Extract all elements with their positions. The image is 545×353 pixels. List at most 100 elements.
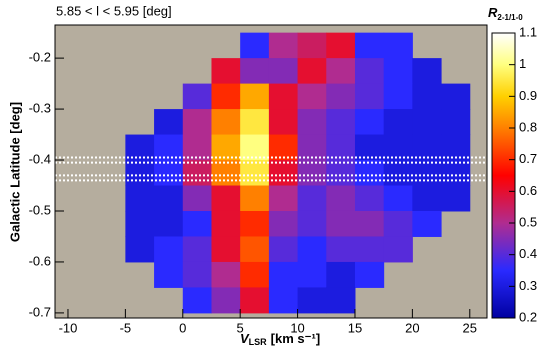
heat-cell — [125, 236, 155, 263]
heat-cell — [268, 261, 299, 288]
heat-cell — [297, 109, 327, 136]
heat-cell — [240, 185, 270, 212]
heat-cell — [240, 32, 270, 59]
plot-frame — [54, 24, 488, 319]
x-tick-label: 15 — [348, 320, 362, 335]
colorbar-tick-label: 0.8 — [519, 119, 537, 134]
heat-cell — [268, 287, 299, 314]
colorbar-label: R2-1/1-0 — [488, 5, 523, 22]
heat-cell — [326, 83, 356, 110]
heat-cell — [240, 109, 270, 136]
heat-cell — [297, 236, 327, 263]
heat-cell — [268, 160, 299, 187]
heat-cell — [383, 58, 413, 85]
y-tick-label: -0.2 — [29, 50, 51, 65]
heat-cell — [240, 160, 270, 187]
heat-cell — [412, 58, 442, 85]
heat-cell — [354, 109, 385, 136]
colorbar-tick-label: 1 — [519, 56, 526, 71]
heat-cell — [211, 160, 241, 187]
x-axis-label-unit: [km s⁻¹] — [271, 331, 320, 346]
heat-cell — [211, 210, 241, 237]
heat-cell — [326, 236, 356, 263]
heat-cell — [125, 185, 155, 212]
heat-cell — [182, 185, 212, 212]
heat-cell — [154, 210, 184, 237]
heat-cell — [182, 210, 212, 237]
heat-cell — [354, 83, 385, 110]
heat-cell — [268, 83, 299, 110]
heat-cell — [441, 134, 471, 161]
heat-cell — [297, 134, 327, 161]
heat-cell — [240, 58, 270, 85]
x-tick-label: 25 — [463, 320, 477, 335]
colorbar-tick-label: 0.3 — [519, 278, 537, 293]
heat-cell — [182, 134, 212, 161]
heat-cell — [354, 210, 385, 237]
heat-cell — [182, 261, 212, 288]
x-axis-label: VLSR [km s⁻¹] — [240, 331, 320, 347]
heat-cell — [412, 210, 442, 237]
heat-cell — [240, 287, 270, 314]
chart-title: 5.85 < l < 5.95 [deg] — [56, 3, 172, 18]
heat-cell — [326, 134, 356, 161]
heat-cell — [182, 109, 212, 136]
heat-cell — [240, 134, 270, 161]
heat-cell — [354, 185, 385, 212]
heat-cell — [412, 109, 442, 136]
heat-cell — [211, 236, 241, 263]
heat-cell — [182, 236, 212, 263]
colorbar-tick-label: 0.9 — [519, 88, 537, 103]
heat-cell — [354, 236, 385, 263]
heat-cell — [211, 83, 241, 110]
heat-cell — [268, 109, 299, 136]
x-tick-label: -10 — [59, 320, 78, 335]
heat-cell — [441, 109, 471, 136]
heat-cell — [154, 109, 184, 136]
heat-cell — [441, 185, 471, 212]
heat-cell — [326, 58, 356, 85]
x-axis-label-main: V — [240, 331, 250, 346]
heat-cell — [211, 109, 241, 136]
colorbar-label-sub: 2-1/1-0 — [497, 13, 523, 22]
heat-cell — [326, 160, 356, 187]
heat-cell — [412, 83, 442, 110]
heat-cell — [211, 185, 241, 212]
heat-cell — [211, 134, 241, 161]
y-tick-label: -0.6 — [29, 253, 51, 268]
heat-cell — [297, 210, 327, 237]
colorbar-tick-label: 0.7 — [519, 151, 537, 166]
heat-cell — [297, 287, 327, 314]
heat-cell — [268, 185, 299, 212]
heat-cell — [211, 58, 241, 85]
heat-cell — [412, 134, 442, 161]
heat-cell — [268, 134, 299, 161]
heat-cell — [240, 83, 270, 110]
x-tick-label: 5 — [237, 320, 244, 335]
heat-cell — [154, 236, 184, 263]
heat-cell — [182, 83, 212, 110]
x-tick-label: 0 — [179, 320, 186, 335]
colorbar-tick-label: 0.4 — [519, 246, 537, 261]
heat-cell — [125, 134, 155, 161]
x-tick-label: 20 — [405, 320, 419, 335]
colorbar-tick-label: 1.1 — [519, 24, 537, 39]
heat-cell — [326, 32, 356, 59]
heat-cell — [297, 261, 327, 288]
heat-cell — [326, 287, 356, 314]
heat-cell — [268, 210, 299, 237]
heat-cell — [240, 210, 270, 237]
heat-cell — [154, 160, 184, 187]
heat-cell — [268, 58, 299, 85]
heat-cell — [182, 287, 212, 314]
heat-cell — [297, 160, 327, 187]
heat-cell — [240, 236, 270, 263]
heat-cell — [354, 32, 385, 59]
y-tick-label: -0.4 — [29, 151, 51, 166]
heat-cell — [441, 83, 471, 110]
heat-cell — [297, 83, 327, 110]
heat-cell — [326, 185, 356, 212]
heat-cell — [441, 160, 471, 187]
heat-cell — [268, 236, 299, 263]
